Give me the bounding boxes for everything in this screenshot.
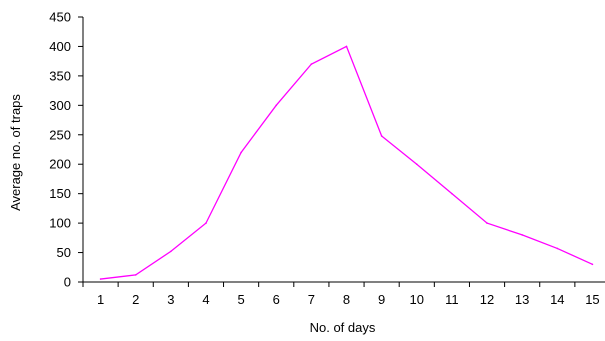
y-tick-label: 350 [49,68,71,83]
y-tick-label: 50 [57,245,71,260]
y-tick-label: 200 [49,157,71,172]
x-tick-label: 9 [378,292,385,307]
data-point [240,151,242,154]
y-tick-label: 300 [49,98,71,113]
y-tick-label: 400 [49,39,71,54]
data-point [521,234,523,236]
x-tick-label: 13 [515,292,529,307]
x-tick-label: 8 [343,292,350,307]
x-tick-label: 2 [132,292,139,307]
series-layer [99,45,594,280]
y-tick-label: 0 [64,275,71,290]
y-tick-label: 100 [49,216,71,231]
x-tick-label: 6 [273,292,280,307]
x-tick-label: 10 [410,292,424,307]
data-point [310,63,313,65]
data-point [591,263,594,266]
data-point [486,222,488,224]
x-axis: 1 2 3 4 5 6 7 8 9 10 11 12 13 14 15 [82,281,605,307]
data-point [205,222,207,224]
y-tick-label: 450 [49,10,71,25]
data-point [345,45,348,48]
y-tick-label: 150 [49,186,71,201]
x-tick-label: 14 [550,292,564,307]
data-point [134,274,137,276]
y-axis: 0 50 100 150 200 250 300 350 400 450 [49,10,84,290]
data-point [170,250,172,253]
data-point [99,278,102,280]
series-line [100,45,593,280]
x-tick-label: 11 [445,292,459,307]
x-tick-label: 1 [97,292,104,307]
y-axis-title: Average no. of traps [8,94,23,211]
data-point [451,192,453,195]
data-point [556,247,559,250]
x-tick-label: 5 [237,292,244,307]
x-tick-label: 3 [167,292,174,307]
data-point [275,104,278,107]
x-tick-label: 4 [202,292,209,307]
x-axis-title: No. of days [310,320,376,335]
x-tick-label: 12 [480,292,494,307]
x-tick-label: 15 [585,292,599,307]
data-point [380,135,383,137]
x-tick-label: 7 [308,292,315,307]
y-tick-label: 250 [49,127,71,142]
data-point [415,163,418,166]
